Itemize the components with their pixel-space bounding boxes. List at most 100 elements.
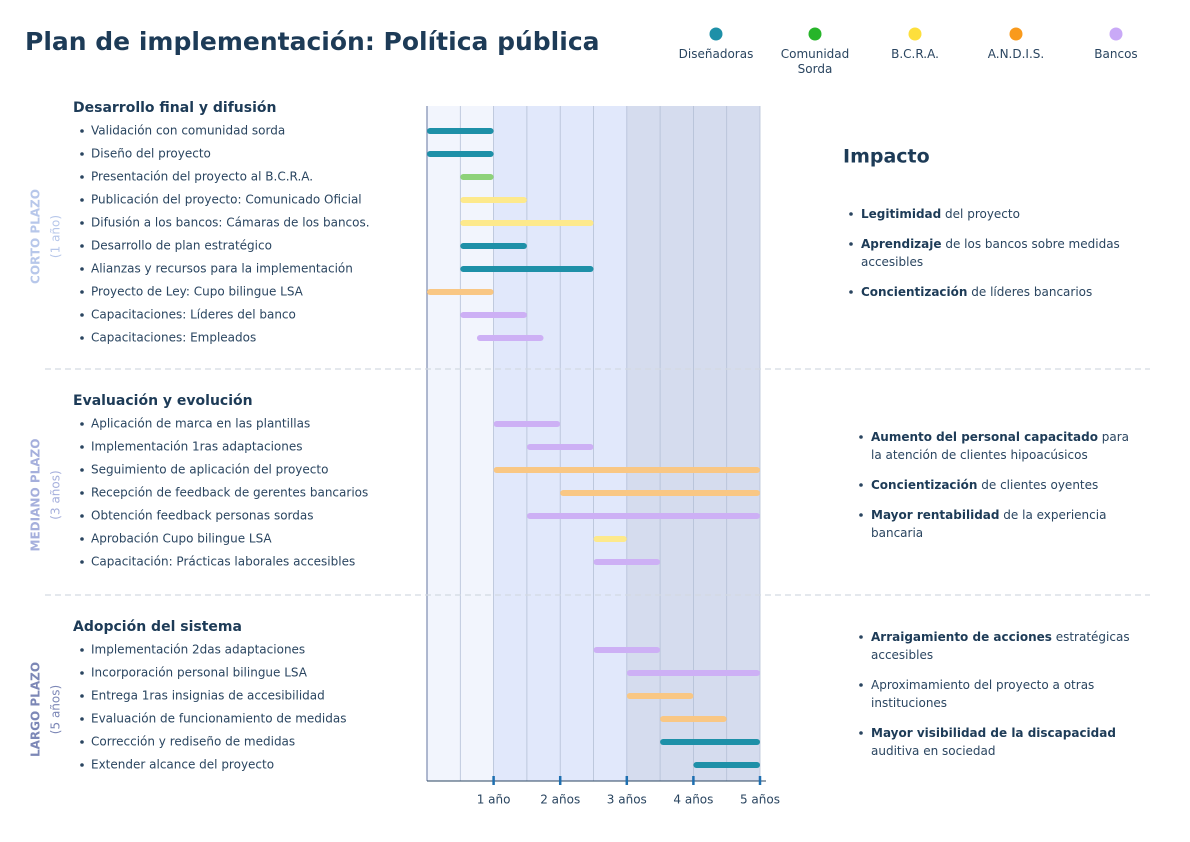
phase-duration: (1 año) bbox=[49, 215, 63, 258]
impact-item: Mayor visibilidad de la discapacidad aud… bbox=[871, 724, 1136, 760]
bullet bbox=[80, 336, 84, 340]
phase-duration: (3 años) bbox=[49, 470, 63, 519]
title: Plan de implementación: Política pública bbox=[25, 27, 600, 56]
task-name: Obtención feedback personas sordas bbox=[91, 509, 313, 523]
task-name: Evaluación de funcionamiento de medidas bbox=[91, 712, 346, 726]
task-name: Extender alcance del proyecto bbox=[91, 758, 274, 772]
bullet bbox=[80, 740, 84, 744]
legend-label: A.N.D.I.S. bbox=[987, 47, 1045, 61]
x-tick-label: 2 años bbox=[540, 793, 580, 807]
bullet bbox=[80, 763, 84, 767]
impact-bullet bbox=[849, 290, 853, 294]
impact-bullet bbox=[859, 483, 863, 487]
impact-text: del proyecto bbox=[941, 207, 1020, 221]
impact-item: Legitimidad del proyecto bbox=[861, 205, 1126, 223]
x-tick-label: 5 años bbox=[740, 793, 780, 807]
bullet bbox=[80, 491, 84, 495]
phase-label: CORTO PLAZO bbox=[29, 189, 43, 284]
bullet bbox=[80, 537, 84, 541]
task-name: Recepción de feedback de gerentes bancar… bbox=[91, 486, 368, 500]
phase-duration: (5 años) bbox=[49, 685, 63, 734]
bullet bbox=[80, 198, 84, 202]
impact-text: Concientización bbox=[861, 285, 968, 299]
bullet bbox=[80, 175, 84, 179]
task-name: Desarrollo de plan estratégico bbox=[91, 239, 272, 253]
bullet bbox=[80, 445, 84, 449]
bullet bbox=[80, 422, 84, 426]
bullet bbox=[80, 267, 84, 271]
bullet bbox=[80, 671, 84, 675]
impact-text: Mayor rentabilidad bbox=[871, 508, 1000, 522]
task-name: Validación con comunidad sorda bbox=[91, 124, 285, 138]
impact-item: Aproximamiento del proyecto a otras inst… bbox=[871, 676, 1136, 712]
bullet bbox=[80, 468, 84, 472]
x-tick-label: 3 años bbox=[607, 793, 647, 807]
impact-text: auditiva en sociedad bbox=[871, 744, 996, 758]
impact-item: Aprendizaje de los bancos sobre medidas … bbox=[861, 235, 1126, 271]
x-tick-label: 4 años bbox=[673, 793, 713, 807]
impact-text: de la experiencia bancaria bbox=[871, 508, 1107, 540]
impact-item: Concientización de clientes oyentes bbox=[871, 476, 1136, 494]
impact-text: Aumento del personal capacitado bbox=[871, 430, 1098, 444]
phase-label: MEDIANO PLAZO bbox=[29, 439, 43, 552]
bullet bbox=[80, 221, 84, 225]
legend-dot bbox=[1109, 27, 1123, 41]
impact-bullet bbox=[849, 212, 853, 216]
task-name: Capacitación: Prácticas laborales accesi… bbox=[91, 555, 355, 569]
legend-dot bbox=[709, 27, 723, 41]
task-name: Capacitaciones: Líderes del banco bbox=[91, 308, 296, 322]
impact-bullet bbox=[859, 513, 863, 517]
task-name: Proyecto de Ley: Cupo bilingue LSA bbox=[91, 285, 304, 299]
task-name: Difusión a los bancos: Cámaras de los ba… bbox=[91, 216, 370, 230]
task-name: Alianzas y recursos para la implementaci… bbox=[91, 262, 353, 276]
impact-item: Aumento del personal capacitado para la … bbox=[871, 428, 1136, 464]
impact-item: Mayor rentabilidad de la experiencia ban… bbox=[871, 506, 1136, 542]
legend-dot bbox=[1009, 27, 1023, 41]
legend-dot bbox=[908, 27, 922, 41]
bullet bbox=[80, 129, 84, 133]
impact-text: estratégicas accesibles bbox=[871, 630, 1130, 662]
legend-label: Bancos bbox=[1094, 47, 1138, 61]
impact-bullet bbox=[859, 683, 863, 687]
impact-title: Impacto bbox=[843, 146, 930, 168]
impact-bullet bbox=[859, 731, 863, 735]
impact-text: Aprendizaje bbox=[861, 237, 942, 251]
impact-text: Arraigamiento de acciones bbox=[871, 630, 1052, 644]
task-name: Aplicación de marca en las plantillas bbox=[91, 417, 310, 431]
task-name: Capacitaciones: Empleados bbox=[91, 331, 256, 345]
legend-label: B.C.R.A. bbox=[891, 47, 939, 61]
task-name: Corrección y rediseño de medidas bbox=[91, 735, 295, 749]
bullet bbox=[80, 313, 84, 317]
bullet bbox=[80, 717, 84, 721]
impact-text: Concientización bbox=[871, 478, 978, 492]
task-name: Aprobación Cupo bilingue LSA bbox=[91, 532, 272, 546]
task-name: Presentación del proyecto al B.C.R.A. bbox=[91, 170, 313, 184]
bullet bbox=[80, 694, 84, 698]
phase-heading: Evaluación y evolución bbox=[73, 393, 253, 409]
bullet bbox=[80, 560, 84, 564]
task-name: Implementación 2das adaptaciones bbox=[91, 643, 305, 657]
impact-bullet bbox=[859, 635, 863, 639]
impact-text: para la atención de clientes hipoacúsico… bbox=[871, 430, 1130, 462]
task-name: Diseño del proyecto bbox=[91, 147, 211, 161]
task-name: Seguimiento de aplicación del proyecto bbox=[91, 463, 328, 477]
bullet bbox=[80, 648, 84, 652]
task-name: Incorporación personal bilingue LSA bbox=[91, 666, 308, 680]
phase-heading: Desarrollo final y difusión bbox=[73, 100, 276, 116]
bullet bbox=[80, 514, 84, 518]
task-name: Entrega 1ras insignias de accesibilidad bbox=[91, 689, 325, 703]
phase-label: LARGO PLAZO bbox=[29, 662, 43, 757]
bullet bbox=[80, 244, 84, 248]
legend-label: Diseñadoras bbox=[678, 47, 754, 61]
bullet bbox=[80, 290, 84, 294]
impact-text: de clientes oyentes bbox=[977, 478, 1099, 492]
impact-bullet bbox=[859, 435, 863, 439]
legend-dot bbox=[808, 27, 822, 41]
task-name: Implementación 1ras adaptaciones bbox=[91, 440, 303, 454]
bullet bbox=[80, 152, 84, 156]
impact-item: Arraigamiento de acciones estratégicas a… bbox=[871, 628, 1136, 664]
impact-item: Concientización de líderes bancarios bbox=[861, 283, 1126, 301]
impact-text: de líderes bancarios bbox=[967, 285, 1093, 299]
